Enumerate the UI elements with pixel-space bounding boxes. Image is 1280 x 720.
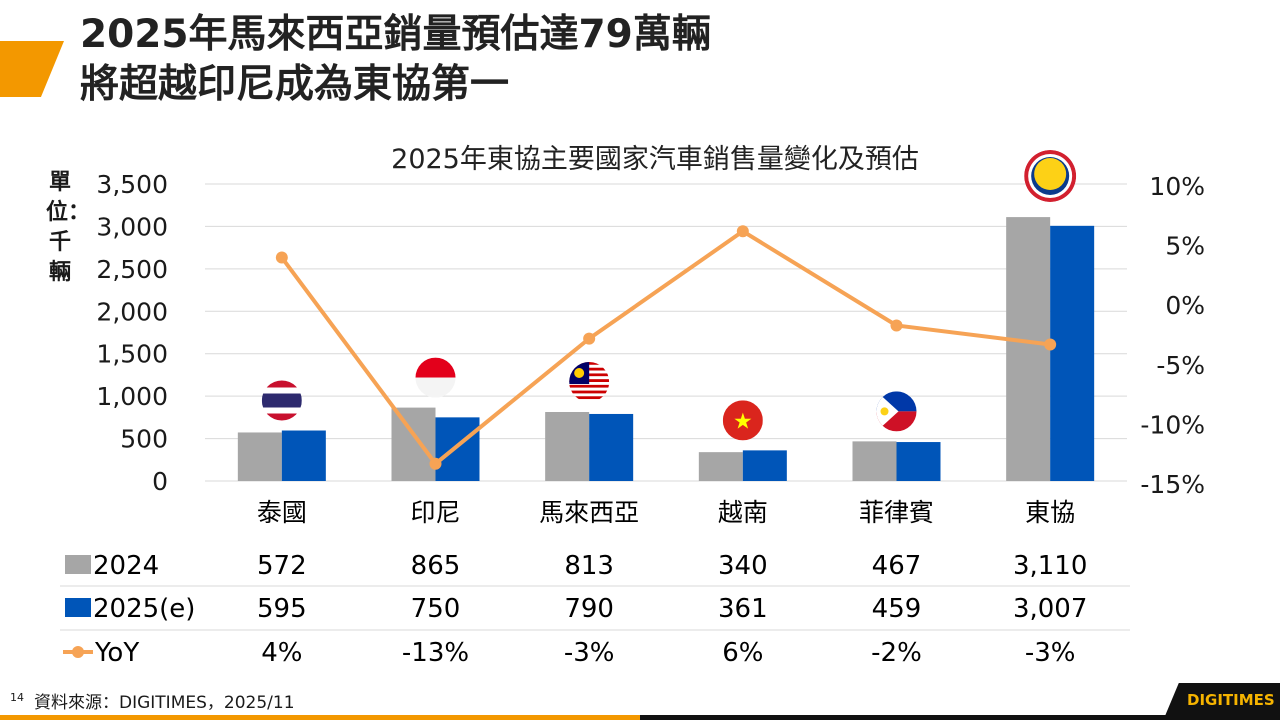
y2-tick-label: 0% — [1165, 291, 1205, 320]
value-yoy: 4% — [261, 638, 302, 668]
bar-2025 — [589, 413, 634, 481]
yoy-point — [429, 457, 442, 470]
category-label: 馬來西亞 — [539, 498, 639, 527]
y-tick-label: 1,000 — [96, 382, 168, 411]
value-2024: 813 — [564, 551, 614, 581]
y2-tick-label: -5% — [1156, 351, 1205, 380]
y2-tick-label: 5% — [1165, 232, 1205, 261]
yoy-point — [583, 332, 596, 345]
value-yoy: -2% — [871, 638, 922, 668]
footer-bar-orange — [0, 715, 640, 720]
value-yoy: -3% — [1025, 638, 1076, 668]
bar-2024 — [391, 407, 436, 481]
bar-2025 — [742, 450, 787, 481]
value-2024: 467 — [872, 551, 922, 581]
digitimes-logo: DIGITIMES — [1165, 683, 1280, 716]
indonesia-flag-icon — [415, 357, 456, 398]
legend-swatch-2024 — [65, 555, 91, 574]
y-tick-label: 0 — [152, 467, 168, 496]
value-2025: 750 — [411, 594, 461, 624]
legend-swatch-2025 — [65, 598, 91, 617]
value-2024: 572 — [257, 551, 307, 581]
y-tick-label: 500 — [120, 425, 168, 454]
legend-label-yoy: YoY — [94, 638, 139, 668]
bar-2024 — [852, 441, 897, 481]
value-2024: 340 — [718, 551, 768, 581]
bar-2025 — [435, 417, 480, 481]
category-label: 印尼 — [410, 498, 460, 527]
bar-2024 — [1006, 217, 1051, 481]
bar-2025 — [1050, 225, 1095, 481]
page-number: 14 — [10, 691, 24, 705]
value-2025: 790 — [564, 594, 614, 624]
y2-tick-label: -15% — [1140, 470, 1205, 499]
footer-bar-black — [640, 715, 1280, 720]
value-2025: 3,007 — [1013, 594, 1087, 624]
svg-text:★: ★ — [733, 409, 753, 434]
yoy-point — [1044, 338, 1057, 351]
value-2025: 595 — [257, 594, 307, 624]
value-yoy: -3% — [564, 638, 615, 668]
vietnam-flag-icon: ★ — [722, 400, 763, 441]
malaysia-flag-icon — [569, 362, 610, 403]
y2-tick-label: -10% — [1140, 410, 1205, 439]
yoy-line — [280, 228, 1051, 467]
chart-title: 2025年東協主要國家汽車銷售量變化及預估 — [391, 144, 919, 175]
y-tick-label: 3,500 — [96, 170, 168, 199]
title-line-2: 將超越印尼成為東協第一 — [80, 62, 510, 107]
title-line-1: 2025年馬來西亞銷量預估達79萬輛 — [80, 12, 711, 57]
y2-tick-label: 10% — [1149, 172, 1205, 201]
category-label: 菲律賓 — [859, 498, 934, 527]
bar-2024 — [545, 412, 590, 481]
value-yoy: -13% — [402, 638, 469, 668]
y-tick-label: 2,000 — [96, 297, 168, 326]
category-label: 東協 — [1025, 498, 1075, 527]
legend-marker-yoy — [72, 646, 84, 658]
category-label: 泰國 — [257, 498, 307, 527]
legend-label-2024: 2024 — [93, 551, 159, 581]
legend-label-2025: 2025(e) — [93, 594, 195, 624]
bar-2024 — [698, 452, 743, 481]
y-tick-label: 2,500 — [96, 255, 168, 284]
yoy-point — [890, 319, 903, 332]
yoy-point — [275, 251, 288, 264]
bar-2024 — [237, 432, 282, 481]
value-2024: 3,110 — [1013, 551, 1087, 581]
bar-2025 — [896, 442, 941, 481]
yoy-point — [736, 225, 749, 238]
y-tick-label: 1,500 — [96, 340, 168, 369]
value-2024: 865 — [411, 551, 461, 581]
bar-2025 — [281, 430, 326, 481]
category-label: 越南 — [718, 498, 768, 527]
thailand-flag-icon — [261, 380, 302, 421]
y-tick-label: 3,000 — [96, 212, 168, 241]
value-2025: 459 — [872, 594, 922, 624]
asean-logo-icon — [1024, 150, 1077, 202]
source-note: 資料來源：DIGITIMES，2025/11 — [34, 693, 295, 713]
value-yoy: 6% — [722, 638, 763, 668]
value-2025: 361 — [718, 594, 768, 624]
page-title: 2025年馬來西亞銷量預估達79萬輛 將超越印尼成為東協第一 — [80, 10, 711, 110]
philippines-flag-icon — [876, 391, 917, 432]
footer: 14 資料來源：DIGITIMES，2025/11 — [10, 688, 295, 713]
